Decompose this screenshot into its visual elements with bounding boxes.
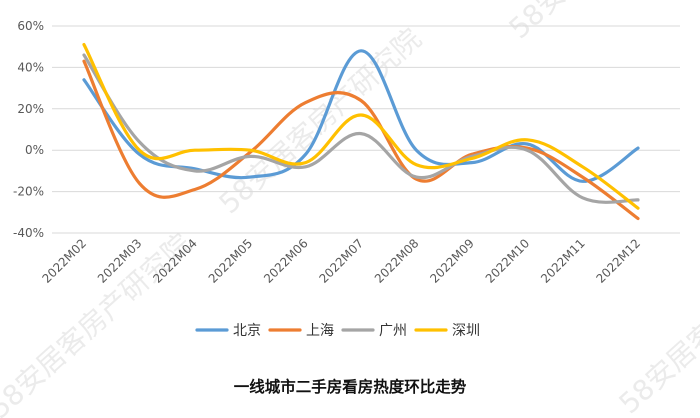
x-tick-label: 2022M11 xyxy=(538,236,588,286)
legend: 北京 上海 广州 深圳 xyxy=(195,323,480,339)
x-tick-label: 2022M09 xyxy=(427,236,477,286)
x-tick-label: 2022M12 xyxy=(594,236,644,286)
x-tick-label: 2022M08 xyxy=(372,236,422,286)
legend-label: 北京 xyxy=(233,323,261,339)
legend-label: 深圳 xyxy=(452,323,480,339)
watermark-text: 58安居客房产研究院 xyxy=(213,22,428,220)
chart-title: 一线城市二手房看房热度环比走势 xyxy=(234,377,467,396)
x-tick-label: 2022M07 xyxy=(317,236,367,286)
y-tick-label: 20% xyxy=(17,102,44,116)
series-line-2 xyxy=(82,59,640,221)
y-tick-label: -20% xyxy=(13,185,44,199)
y-tick-label: 0% xyxy=(25,143,44,157)
y-tick-label: -40% xyxy=(13,226,44,240)
x-tick-label: 2022M10 xyxy=(483,236,533,286)
series-line-4 xyxy=(82,43,640,210)
watermark-text: 58安居客房产研究院 xyxy=(0,227,198,418)
y-tick-label: 60% xyxy=(17,19,44,33)
watermark-text: 58安居客房产研究院 xyxy=(503,0,700,45)
series-lines xyxy=(82,43,640,221)
gridlines xyxy=(52,25,680,234)
x-tick-label: 2022M05 xyxy=(206,236,256,286)
x-tick-label: 2022M06 xyxy=(261,236,311,286)
legend-label: 广州 xyxy=(379,323,407,339)
x-tick-label: 2022M02 xyxy=(40,236,90,286)
legend-label: 上海 xyxy=(306,323,334,339)
y-axis-ticks: 60% 40% 20% 0% -20% -40% xyxy=(13,19,44,240)
y-tick-label: 40% xyxy=(17,60,44,74)
series-line-3 xyxy=(82,53,640,204)
